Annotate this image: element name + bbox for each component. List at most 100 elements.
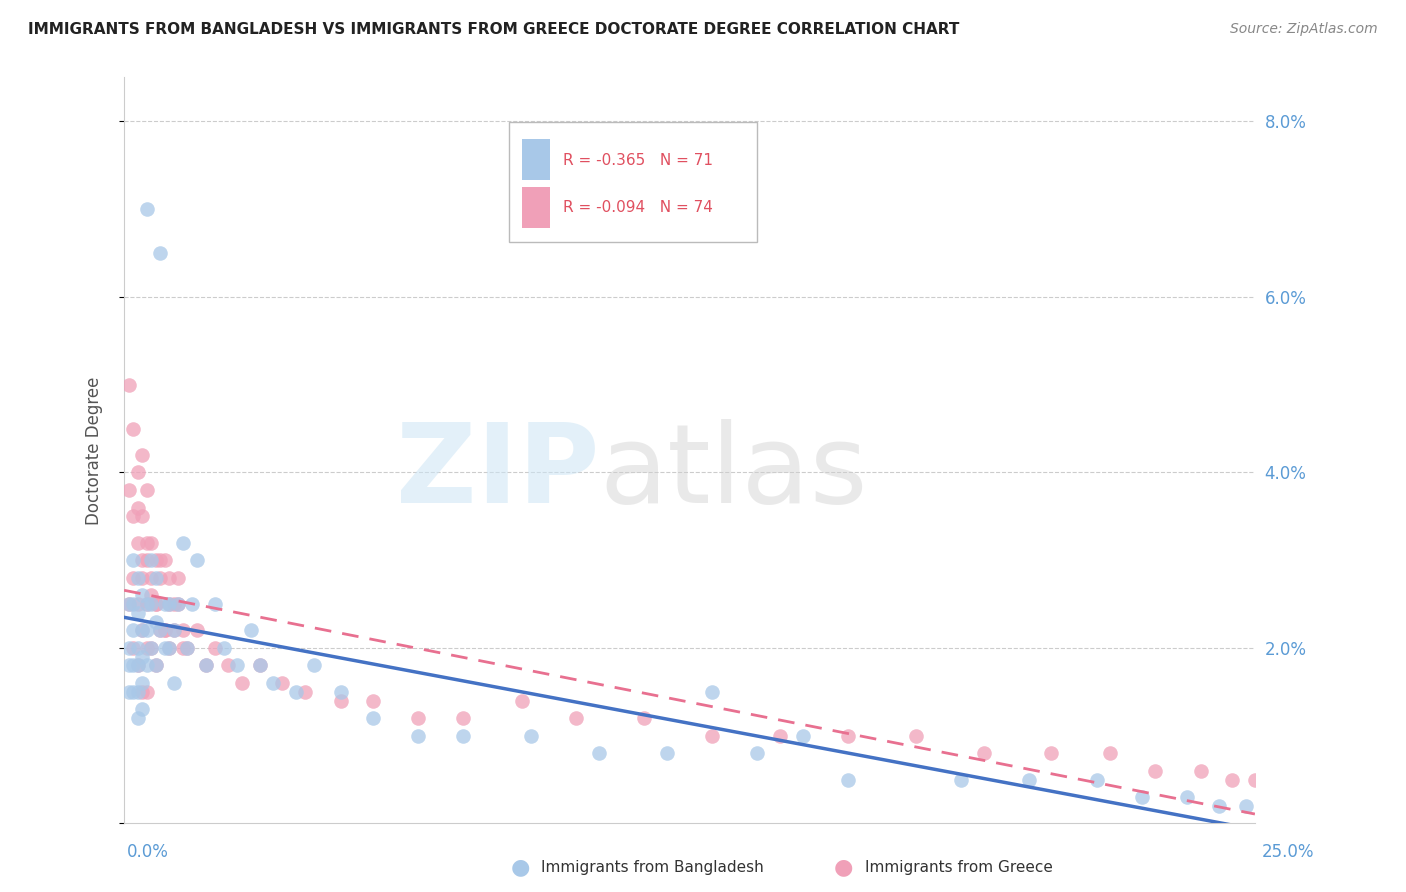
Point	[231, 676, 253, 690]
Point	[453, 729, 475, 743]
Point	[131, 509, 153, 524]
Point	[153, 624, 176, 638]
Point	[122, 624, 145, 638]
Point	[239, 624, 262, 638]
Y-axis label: Doctorate Degree: Doctorate Degree	[86, 376, 103, 524]
Point	[176, 640, 198, 655]
Text: R = -0.094   N = 74: R = -0.094 N = 74	[562, 201, 713, 216]
Point	[127, 606, 149, 620]
Point	[149, 624, 172, 638]
Point	[769, 729, 792, 743]
Point	[145, 553, 167, 567]
Point	[262, 676, 284, 690]
Point	[565, 711, 588, 725]
Point	[135, 640, 157, 655]
Point	[510, 693, 533, 707]
Point	[406, 711, 429, 725]
Point	[135, 658, 157, 673]
Point	[1234, 799, 1257, 814]
Point	[294, 685, 316, 699]
Point	[153, 640, 176, 655]
Point	[131, 685, 153, 699]
Point	[135, 597, 157, 611]
Text: Immigrants from Bangladesh: Immigrants from Bangladesh	[541, 860, 763, 874]
Point	[172, 535, 194, 549]
Point	[141, 640, 163, 655]
Point	[122, 597, 145, 611]
Point	[141, 640, 163, 655]
Point	[157, 597, 180, 611]
Point	[131, 676, 153, 690]
Point	[949, 772, 972, 787]
Point	[302, 658, 325, 673]
Point	[1144, 764, 1167, 778]
Point	[153, 553, 176, 567]
Point	[122, 640, 145, 655]
Point	[588, 746, 610, 760]
Point	[131, 624, 153, 638]
Point	[141, 553, 163, 567]
Point	[122, 571, 145, 585]
Point	[271, 676, 294, 690]
Point	[520, 729, 543, 743]
Point	[135, 624, 157, 638]
Point	[122, 658, 145, 673]
Point	[135, 202, 157, 216]
Point	[141, 588, 163, 602]
Point	[145, 658, 167, 673]
Point	[702, 729, 724, 743]
Point	[792, 729, 814, 743]
Point	[1208, 799, 1230, 814]
Point	[194, 658, 217, 673]
Point	[127, 640, 149, 655]
Point	[186, 553, 208, 567]
Point	[837, 772, 859, 787]
Point	[141, 571, 163, 585]
Point	[135, 553, 157, 567]
Point	[702, 685, 724, 699]
Point	[127, 658, 149, 673]
Point	[453, 711, 475, 725]
Point	[153, 624, 176, 638]
Point	[122, 685, 145, 699]
Point	[131, 649, 153, 664]
Point	[118, 483, 141, 497]
Point	[118, 640, 141, 655]
Point	[122, 421, 145, 435]
Point	[163, 597, 186, 611]
Point	[973, 746, 995, 760]
Point	[212, 640, 235, 655]
Point	[135, 685, 157, 699]
Point	[157, 640, 180, 655]
Point	[361, 693, 384, 707]
Point	[1244, 772, 1267, 787]
Point	[131, 588, 153, 602]
Text: IMMIGRANTS FROM BANGLADESH VS IMMIGRANTS FROM GREECE DOCTORATE DEGREE CORRELATIO: IMMIGRANTS FROM BANGLADESH VS IMMIGRANTS…	[28, 22, 959, 37]
Point	[633, 711, 655, 725]
Text: ●: ●	[834, 857, 853, 877]
Text: 0.0%: 0.0%	[127, 843, 169, 861]
Point	[145, 658, 167, 673]
Point	[904, 729, 927, 743]
Point	[127, 597, 149, 611]
Point	[122, 553, 145, 567]
Point	[149, 624, 172, 638]
Point	[118, 658, 141, 673]
Point	[135, 597, 157, 611]
Point	[163, 624, 186, 638]
Text: ZIP: ZIP	[395, 419, 599, 526]
Point	[204, 640, 226, 655]
Point	[167, 571, 190, 585]
Point	[172, 624, 194, 638]
Point	[226, 658, 249, 673]
Point	[131, 448, 153, 462]
Point	[1018, 772, 1040, 787]
Point	[217, 658, 239, 673]
Point	[330, 693, 353, 707]
Point	[204, 597, 226, 611]
Point	[837, 729, 859, 743]
FancyBboxPatch shape	[509, 122, 758, 242]
Text: Source: ZipAtlas.com: Source: ZipAtlas.com	[1230, 22, 1378, 37]
Point	[145, 597, 167, 611]
Point	[406, 729, 429, 743]
